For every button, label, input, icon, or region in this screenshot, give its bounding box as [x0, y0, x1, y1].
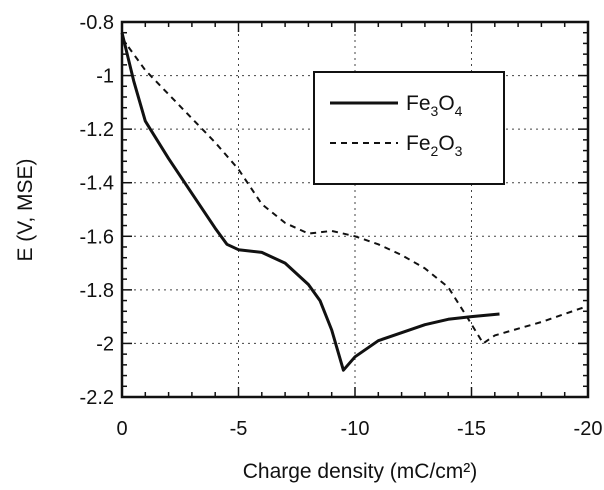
y-tick-label: -0.8 — [80, 12, 114, 34]
x-axis-label: Charge density (mC/cm²) — [243, 460, 478, 483]
series-line-fe2o3 — [121, 37, 589, 345]
legend-box — [313, 71, 505, 185]
y-tick-label: -1.4 — [80, 173, 114, 195]
y-tick-label: -1.6 — [80, 226, 114, 248]
y-tick-label: -1.2 — [80, 119, 114, 141]
series-line-fe3o4 — [120, 32, 500, 372]
tick-labels: 0 -5 -10 -15 -20 -0.8 -1 -1.2 -1.4 -1.6 -1.8 -2 -2.2 — [80, 12, 603, 440]
y-tick-label: -1.8 — [80, 280, 114, 302]
y-axis-label: E (V, MSE) — [14, 158, 37, 261]
x-tick-label: -5 — [230, 418, 248, 440]
x-tick-label: -20 — [574, 418, 603, 440]
series-layer — [120, 32, 589, 372]
legend: Fe3O4 Fe2O3 — [313, 71, 505, 185]
y-tick-label: -2 — [96, 333, 114, 355]
y-tick-label: -2.2 — [80, 387, 114, 409]
x-tick-label: 0 — [116, 418, 127, 440]
legend-label-fe3o4: Fe3O4 — [406, 92, 463, 119]
x-tick-label: -10 — [341, 418, 370, 440]
y-tick-label: -1 — [96, 66, 114, 88]
plot-frame — [120, 20, 590, 399]
x-tick-label: -15 — [457, 418, 486, 440]
legend-label-fe2o3: Fe2O3 — [406, 132, 463, 159]
